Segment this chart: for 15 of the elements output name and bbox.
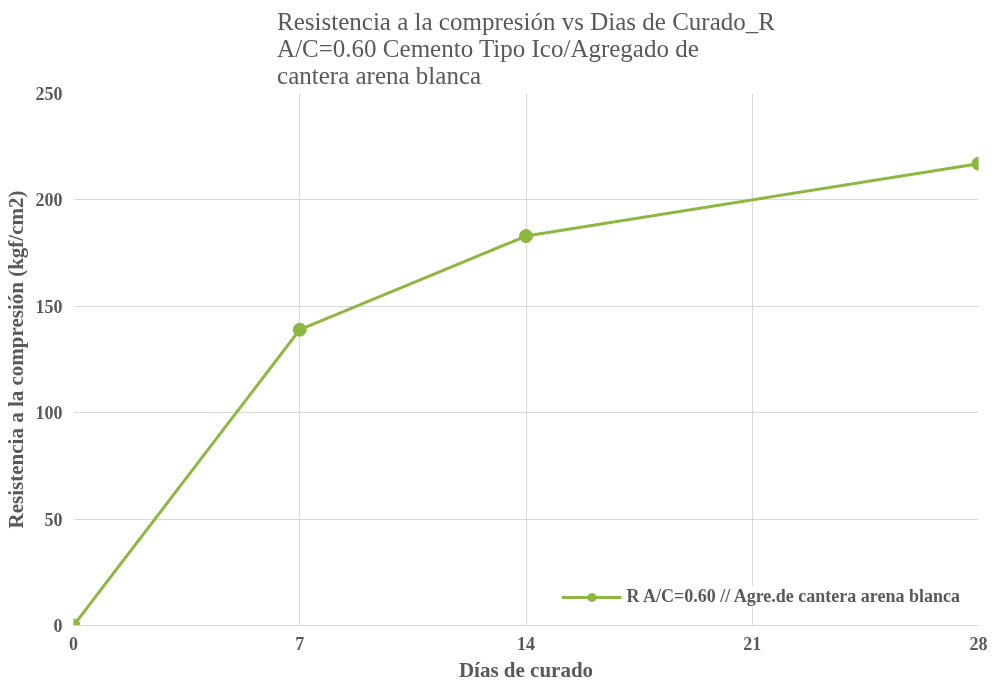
chart-title: Resistencia a la compresión vs Dias de Curado_R A/C=0.60 Cemento Tipo Ico/Agregado de cantera arena blanca bbox=[277, 7, 776, 89]
y-tick-label: 50 bbox=[44, 509, 63, 530]
x-axis-title: Días de curado bbox=[458, 657, 594, 682]
y-axis-title: Resistencia a la compresión (kgf/cm2) bbox=[3, 190, 28, 529]
x-tick-label: 21 bbox=[743, 633, 762, 654]
y-tick-label: 250 bbox=[35, 84, 63, 104]
y-tick-label: 200 bbox=[35, 190, 63, 211]
x-tick-label: 0 bbox=[69, 633, 78, 654]
x-tick-label: 7 bbox=[295, 633, 305, 654]
x-tick-label: 14 bbox=[517, 633, 535, 654]
y-tick-label: 100 bbox=[35, 403, 63, 424]
legend-label: R A/C=0.60 // Agre.de cantera arena blanca bbox=[626, 586, 960, 607]
x-tick-label: 28 bbox=[969, 633, 988, 654]
y-tick-label: 0 bbox=[53, 616, 63, 636]
y-tick-label: 150 bbox=[35, 296, 63, 317]
